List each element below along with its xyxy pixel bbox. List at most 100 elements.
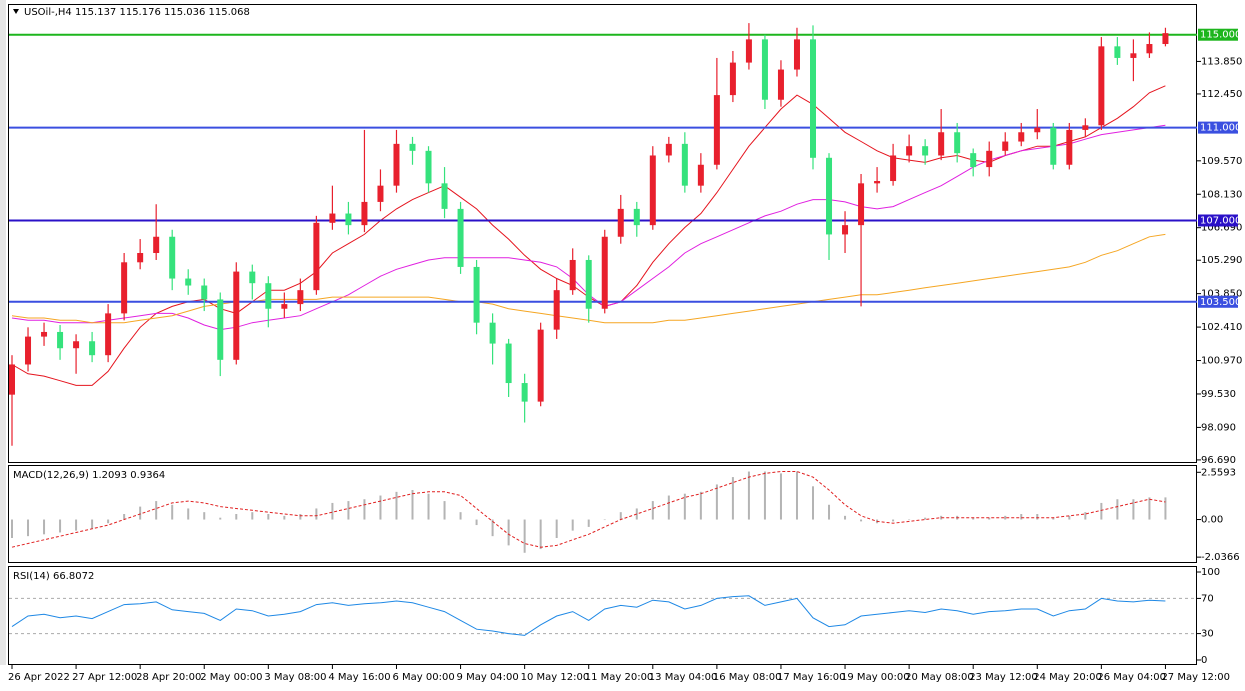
macd-bar <box>1036 514 1039 520</box>
candle-body <box>1066 129 1073 165</box>
x-tick-label: 2 May 00:00 <box>200 672 262 683</box>
candle-body <box>826 157 833 235</box>
candle-body <box>858 183 865 226</box>
x-tick-label: 19 May 00:00 <box>841 672 910 683</box>
macd-bar <box>107 519 110 524</box>
y-tick-label: 108.130 <box>1201 189 1242 200</box>
y-tick-label: 0.00 <box>1201 515 1223 526</box>
macd-bar <box>427 493 430 520</box>
macd-panel-border <box>8 465 1197 563</box>
main-panel-border <box>8 4 1197 463</box>
candle-body <box>681 143 688 186</box>
candle-body <box>729 62 736 96</box>
candle-body <box>393 143 400 186</box>
candle-body <box>313 222 320 291</box>
candle-body <box>489 322 496 344</box>
macd-bar <box>924 517 927 520</box>
candle-body <box>601 236 608 309</box>
macd-bar <box>299 514 302 520</box>
macd-bar <box>283 515 286 520</box>
candle-body <box>938 132 945 156</box>
macd-bar <box>171 504 174 520</box>
macd-bar <box>940 515 943 520</box>
macd-bar <box>347 501 350 520</box>
candle-body <box>57 331 64 349</box>
y-tick-label: 106.690 <box>1201 223 1242 234</box>
y-tick-label: 100 <box>1201 567 1220 578</box>
candle-body <box>793 39 800 70</box>
macd-bar <box>603 519 606 521</box>
rsi-line <box>11 595 1166 636</box>
macd-bar <box>75 519 78 531</box>
candle-body <box>1050 127 1057 165</box>
y-tick-label: 70 <box>1201 593 1214 604</box>
candle-body <box>41 331 48 337</box>
x-tick-label: 27 Apr 12:00 <box>72 672 137 683</box>
candle-body <box>409 143 416 151</box>
candle-body <box>954 132 961 154</box>
candle-body <box>553 290 560 330</box>
candle-body <box>137 253 144 263</box>
macd-bar <box>507 519 510 546</box>
candle-body <box>842 225 849 235</box>
candle-body <box>153 236 160 254</box>
macd-bar <box>667 495 670 520</box>
candle-body <box>281 304 288 309</box>
x-tick-label: 26 May 04:00 <box>1097 672 1166 683</box>
x-tick-label: 28 Apr 20:00 <box>136 672 201 683</box>
x-tick-label: 9 May 04:00 <box>457 672 519 683</box>
macd-bar <box>363 499 366 520</box>
macd-bar <box>779 473 782 520</box>
level-label-box <box>1198 121 1238 134</box>
macd-bar <box>11 519 13 538</box>
rsi-panel-border <box>8 566 1197 665</box>
candle-body <box>569 259 576 291</box>
candle-body <box>585 259 592 309</box>
candle-body <box>73 341 80 349</box>
macd-bar <box>91 519 94 529</box>
candle-body <box>297 290 304 305</box>
macd-bar <box>123 514 126 520</box>
macd-bar <box>443 501 446 520</box>
level-label-box <box>1198 28 1238 41</box>
plot-layer: 113.850 112.450 109.570 108.130 106.690 105.2… <box>8 23 1242 683</box>
y-tick-label: 105.290 <box>1201 255 1242 266</box>
macd-bar <box>555 519 558 538</box>
x-tick-label: 13 May 04:00 <box>649 672 718 683</box>
candle-body <box>713 95 720 165</box>
macd-signal <box>11 471 1166 548</box>
macd-bar <box>699 491 702 520</box>
candle-body <box>249 271 256 284</box>
macd-bar <box>219 517 222 520</box>
macd-bar <box>267 514 270 520</box>
candle-body <box>1130 53 1137 58</box>
dropdown-icon[interactable] <box>13 9 19 14</box>
macd-bar <box>523 519 526 553</box>
x-tick-label: 17 May 16:00 <box>777 672 846 683</box>
main-title: USOil-,H4 115.137 115.176 115.036 115.06… <box>24 7 250 18</box>
macd-title: MACD(12,26,9) 1.2093 0.9364 <box>13 470 165 481</box>
macd-bar <box>379 495 382 520</box>
macd-bar <box>571 519 574 531</box>
macd-bar <box>860 519 863 522</box>
candle-body <box>970 153 977 168</box>
candle-body <box>217 299 224 360</box>
candle-body <box>874 181 881 184</box>
x-tick-label: 20 May 08:00 <box>905 672 974 683</box>
macd-bar <box>1132 499 1135 520</box>
x-tick-label: 27 May 12:00 <box>1161 672 1230 683</box>
candle-body <box>1082 125 1089 130</box>
x-tick-label: 24 May 20:00 <box>1033 672 1102 683</box>
candle-body <box>697 164 704 186</box>
macd-bar <box>1052 517 1055 520</box>
level-label: 107.000 <box>1200 215 1241 226</box>
macd-bar <box>892 519 895 522</box>
rsi-title: RSI(14) 66.8072 <box>13 571 94 582</box>
macd-bar <box>235 514 238 520</box>
candle-body <box>1018 132 1025 142</box>
macd-bar <box>683 493 686 520</box>
macd-bar <box>491 519 494 537</box>
macd-bar <box>731 477 734 520</box>
candle-body <box>201 285 208 300</box>
macd-bar <box>459 512 462 520</box>
